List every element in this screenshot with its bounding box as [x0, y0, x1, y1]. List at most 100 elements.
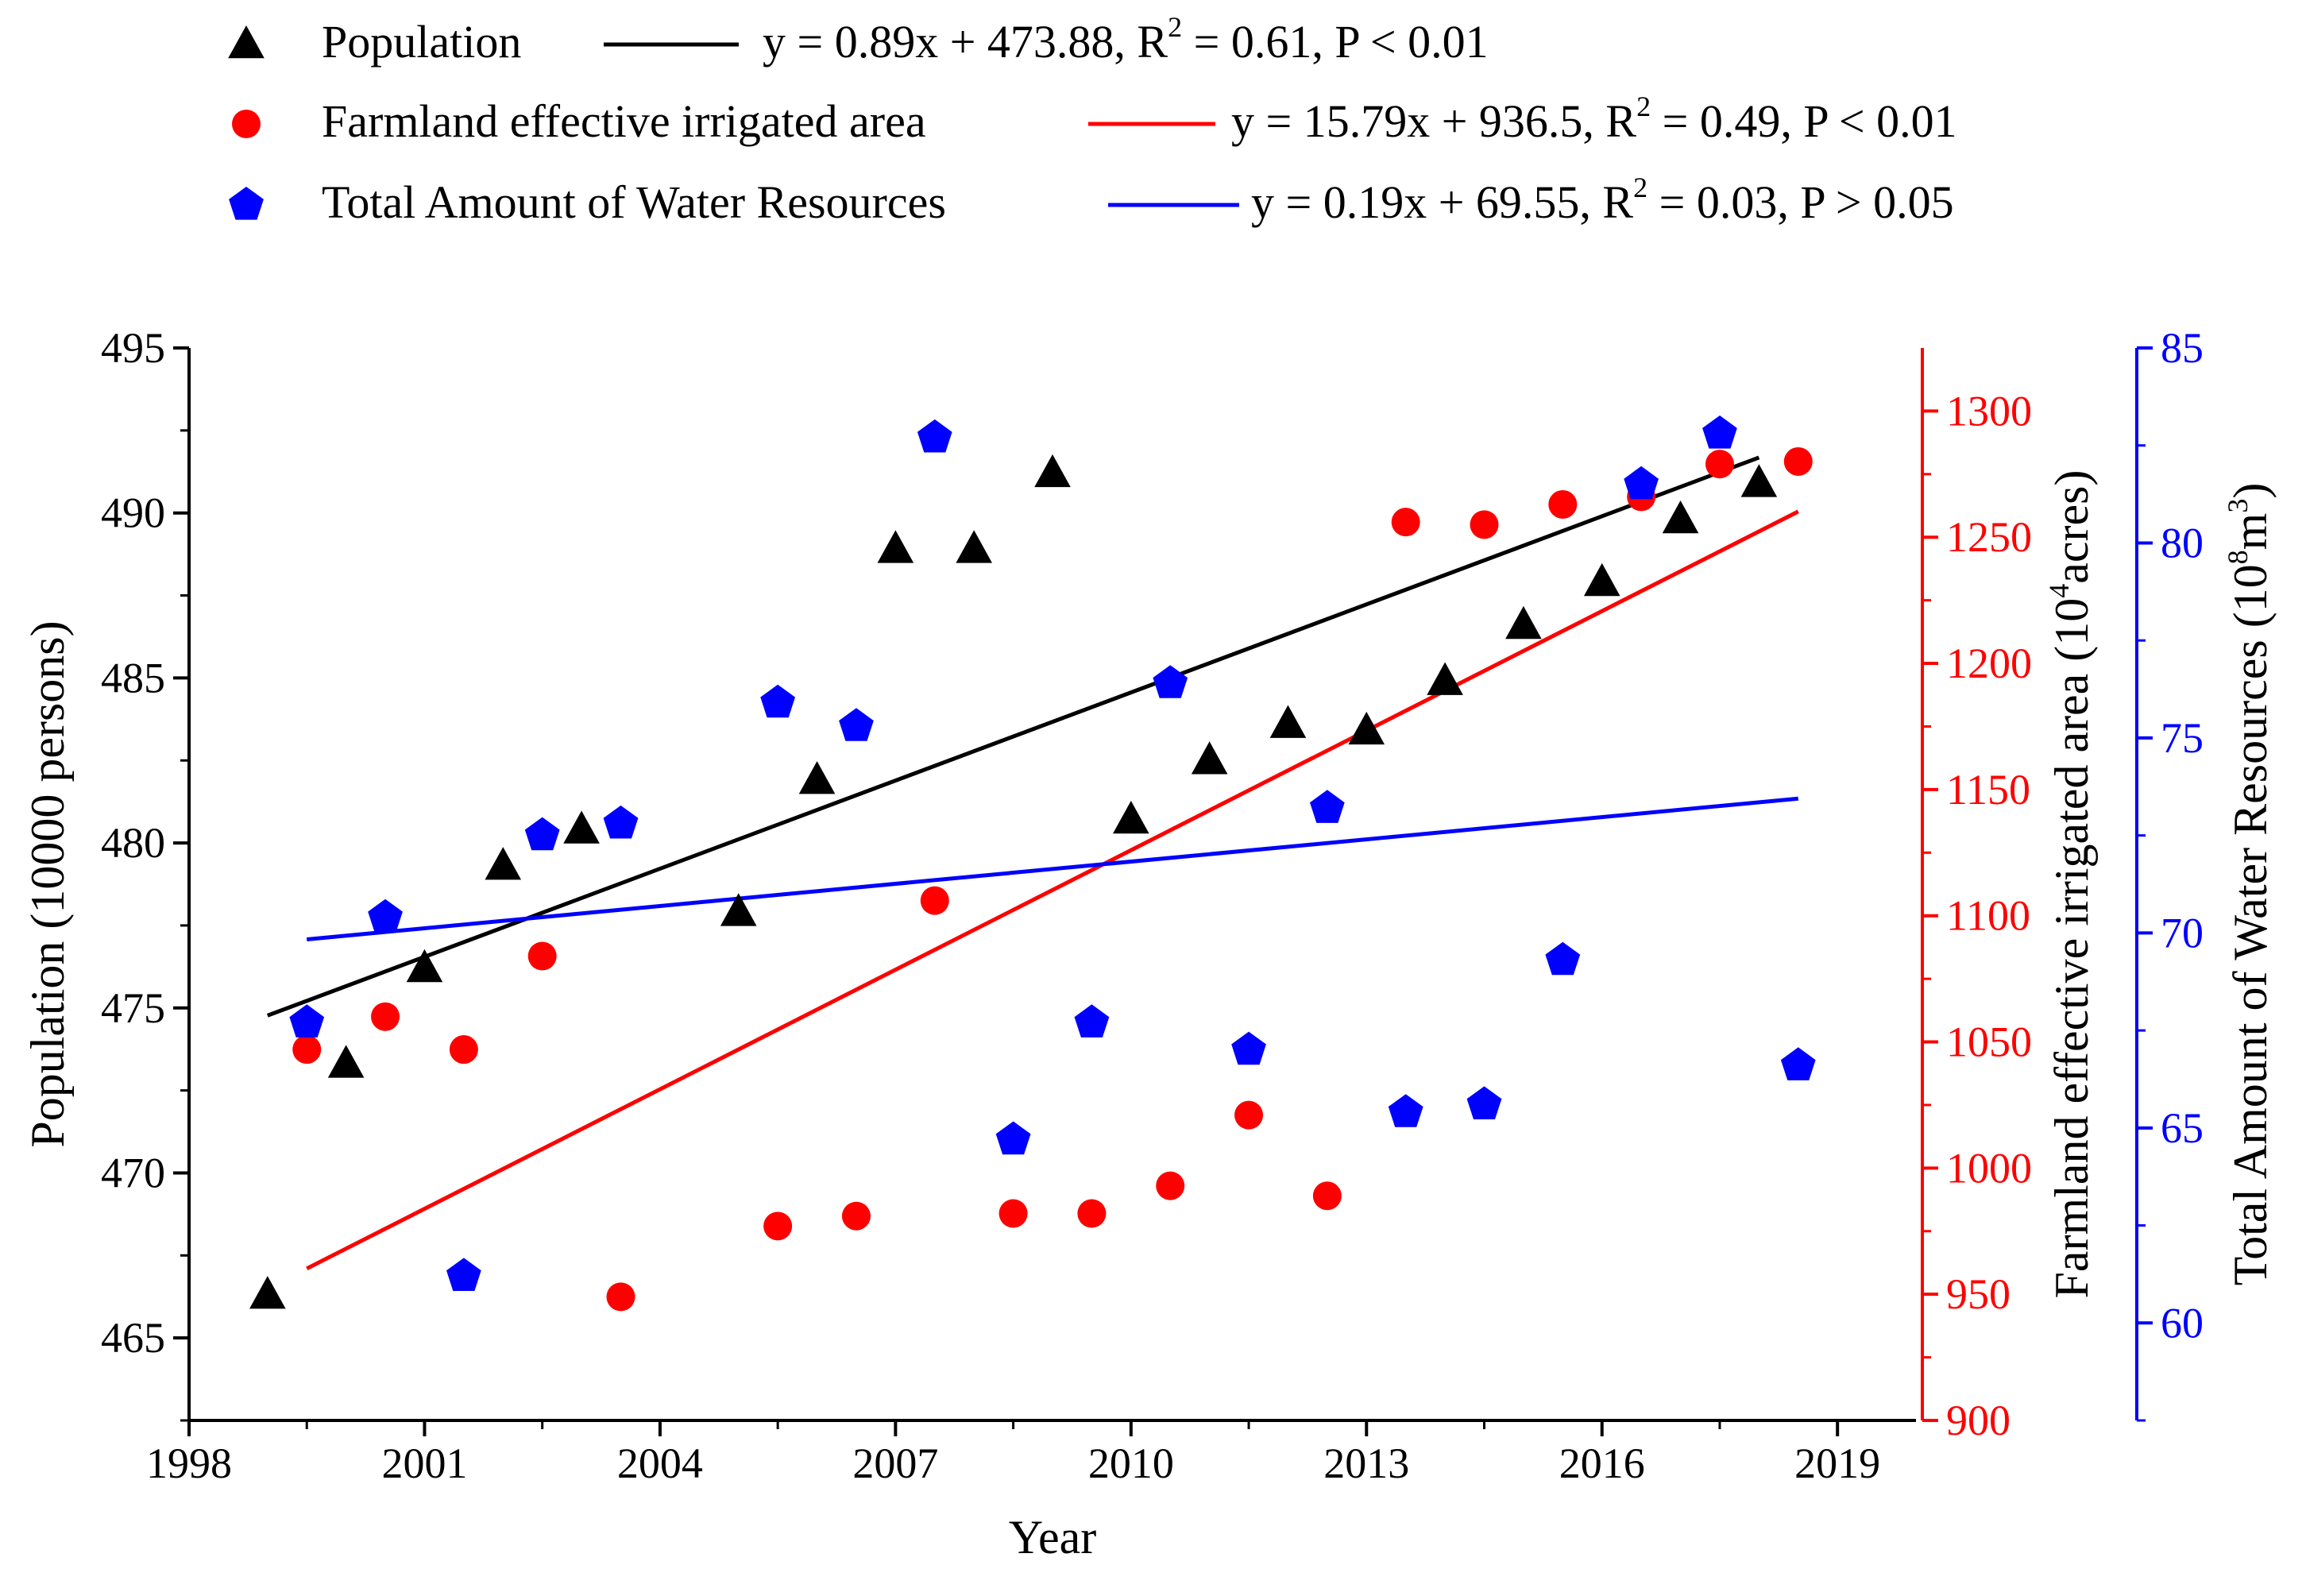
- population-point: [1113, 801, 1149, 834]
- population-point: [1427, 662, 1463, 695]
- irrigated-area-point: [527, 941, 557, 971]
- water-resources-point: [446, 1258, 481, 1291]
- legend-circle-icon: [232, 110, 261, 138]
- irrigated-area-point: [1156, 1171, 1185, 1200]
- right-inner-axis-title-end: acres): [2045, 470, 2098, 584]
- population-point: [563, 810, 600, 844]
- irrigated-area-point: [920, 886, 949, 915]
- fit-line-triangle: [266, 455, 1760, 1018]
- irrigated-area-point: [1470, 510, 1499, 539]
- legend-equation: y = 0.89x + 473.88, R2 = 0.61, P < 0.01: [763, 11, 1489, 68]
- left-tick-label: 490: [101, 489, 165, 537]
- water-resources-point: [1624, 466, 1659, 500]
- population-point: [1740, 464, 1778, 497]
- irrigated-area-point: [1234, 1100, 1264, 1130]
- population-point: [798, 761, 836, 794]
- population-point: [1505, 605, 1542, 640]
- left-tick-label: 485: [101, 654, 165, 701]
- left-tick-label: 465: [101, 1314, 165, 1362]
- x-tick-label: 2013: [1323, 1439, 1409, 1487]
- right-inner-tick-label: 950: [1946, 1270, 2011, 1318]
- right-inner-tick-label: 1200: [1946, 640, 2032, 687]
- right-inner-axis-title-main: Farmland effective irrigated area (10: [2045, 598, 2098, 1299]
- right-outer-tick-label: 70: [2161, 909, 2204, 956]
- x-tick-label: 2001: [381, 1439, 467, 1487]
- population-point: [1348, 711, 1385, 745]
- legend-equation-sup: 2: [1633, 172, 1647, 203]
- left-axis-title: Population (10000 persons): [21, 620, 74, 1147]
- x-axis-title: Year: [1009, 1511, 1097, 1563]
- left-tick-label: 480: [101, 819, 165, 867]
- legend-triangle-icon: [228, 25, 265, 59]
- irrigated-area-point: [1783, 446, 1813, 476]
- right-inner-tick-label: 900: [1946, 1397, 2011, 1444]
- population-point: [249, 1276, 286, 1309]
- legend-equation: y = 0.19x + 69.55, R2 = 0.03, P > 0.05: [1251, 172, 1954, 228]
- x-tick-label: 1998: [146, 1439, 232, 1487]
- left-tick-label: 470: [101, 1149, 165, 1196]
- irrigated-area-point: [1548, 489, 1578, 519]
- legend-pentagon-icon: [229, 187, 264, 220]
- right-outer-axis-title-end: ): [2224, 483, 2277, 499]
- right-outer-axis-title-sup2: 3: [2222, 499, 2254, 513]
- legend-equation-stats: = 0.49, P < 0.01: [1651, 95, 1957, 147]
- water-resources-point: [995, 1121, 1031, 1155]
- water-resources-point: [1231, 1031, 1266, 1065]
- right-outer-axis-title-main: Total Amount of Water Resources (10: [2224, 564, 2277, 1285]
- irrigated-area-point: [1705, 450, 1734, 479]
- population-point: [956, 530, 992, 563]
- population-point: [877, 530, 914, 563]
- irrigated-area-point: [449, 1035, 478, 1065]
- irrigated-area-point: [763, 1211, 793, 1241]
- water-resources-point: [1153, 665, 1188, 698]
- left-tick-label: 475: [101, 984, 165, 1032]
- irrigated-area-point: [998, 1199, 1028, 1228]
- right-outer-tick-label: 80: [2161, 519, 2204, 566]
- population-point: [1269, 705, 1307, 738]
- legend-equation-stats: = 0.03, P > 0.05: [1647, 176, 1954, 228]
- right-outer-axis-title: Total Amount of Water Resources (108m3): [2222, 483, 2277, 1286]
- fit-line-circle: [306, 509, 1799, 1271]
- water-resources-point: [289, 1004, 325, 1038]
- water-resources-point: [1388, 1094, 1423, 1127]
- legend-series-name: Population: [322, 16, 521, 68]
- right-outer-axis-title-sup: 8: [2222, 550, 2254, 564]
- legend-equation-main: y = 0.89x + 473.88, R: [763, 16, 1168, 68]
- legend-series-name: Total Amount of Water Resources: [322, 176, 946, 228]
- irrigated-area-point: [606, 1282, 635, 1312]
- water-resources-point: [603, 805, 639, 839]
- population-point: [1662, 500, 1699, 534]
- population-point: [1583, 562, 1620, 597]
- water-resources-point: [839, 708, 874, 741]
- x-tick-label: 2010: [1088, 1439, 1174, 1487]
- x-tick-label: 2004: [617, 1439, 703, 1487]
- axes: 1998 2001 2004 2007 2010 2013 2016 2019Year4654…: [21, 324, 2277, 1563]
- irrigated-area-point: [1391, 508, 1420, 537]
- water-resources-point: [1466, 1086, 1502, 1119]
- legend-equation: y = 15.79x + 936.5, R2 = 0.49, P < 0.01: [1231, 91, 1957, 147]
- right-outer-tick-label: 75: [2161, 714, 2204, 762]
- right-inner-axis-title-sup: 4: [2043, 584, 2075, 598]
- water-resources-point: [1310, 790, 1345, 823]
- water-resources-point: [524, 817, 560, 851]
- right-inner-tick-label: 1100: [1946, 892, 2030, 940]
- legend: Population y = 0.89x + 473.88, R2 = 0.61,…: [228, 11, 1957, 228]
- water-resources-point: [1780, 1047, 1816, 1080]
- population-point: [406, 949, 443, 983]
- irrigated-area-point: [1312, 1181, 1342, 1211]
- population-point: [327, 1045, 365, 1078]
- water-resources-point: [917, 419, 952, 453]
- legend-equation-stats: = 0.61, P < 0.01: [1182, 16, 1489, 68]
- irrigated-area-point: [292, 1035, 322, 1065]
- right-inner-tick-label: 1050: [1946, 1018, 2032, 1066]
- water-resources-point: [368, 898, 403, 933]
- water-resources-point: [1702, 415, 1737, 449]
- population-point: [1191, 741, 1228, 775]
- right-inner-tick-label: 1300: [1946, 387, 2032, 435]
- right-outer-tick-label: 85: [2161, 324, 2204, 372]
- x-tick-label: 2016: [1559, 1439, 1645, 1487]
- legend-equation-main: y = 0.19x + 69.55, R: [1251, 176, 1633, 228]
- x-tick-label: 2019: [1794, 1439, 1880, 1487]
- legend-equation-sup: 2: [1168, 11, 1182, 43]
- population-point: [1034, 454, 1071, 488]
